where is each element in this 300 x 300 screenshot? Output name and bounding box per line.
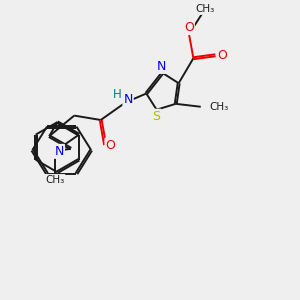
Text: CH₃: CH₃ bbox=[45, 175, 64, 185]
Text: H: H bbox=[113, 88, 122, 100]
Text: O: O bbox=[217, 49, 227, 62]
Text: N: N bbox=[55, 145, 64, 158]
Text: N: N bbox=[156, 60, 166, 73]
Text: CH₃: CH₃ bbox=[196, 4, 215, 14]
Text: O: O bbox=[106, 139, 116, 152]
Text: O: O bbox=[184, 21, 194, 34]
Text: CH₃: CH₃ bbox=[209, 102, 228, 112]
Text: N: N bbox=[123, 94, 133, 106]
Text: S: S bbox=[153, 110, 160, 123]
